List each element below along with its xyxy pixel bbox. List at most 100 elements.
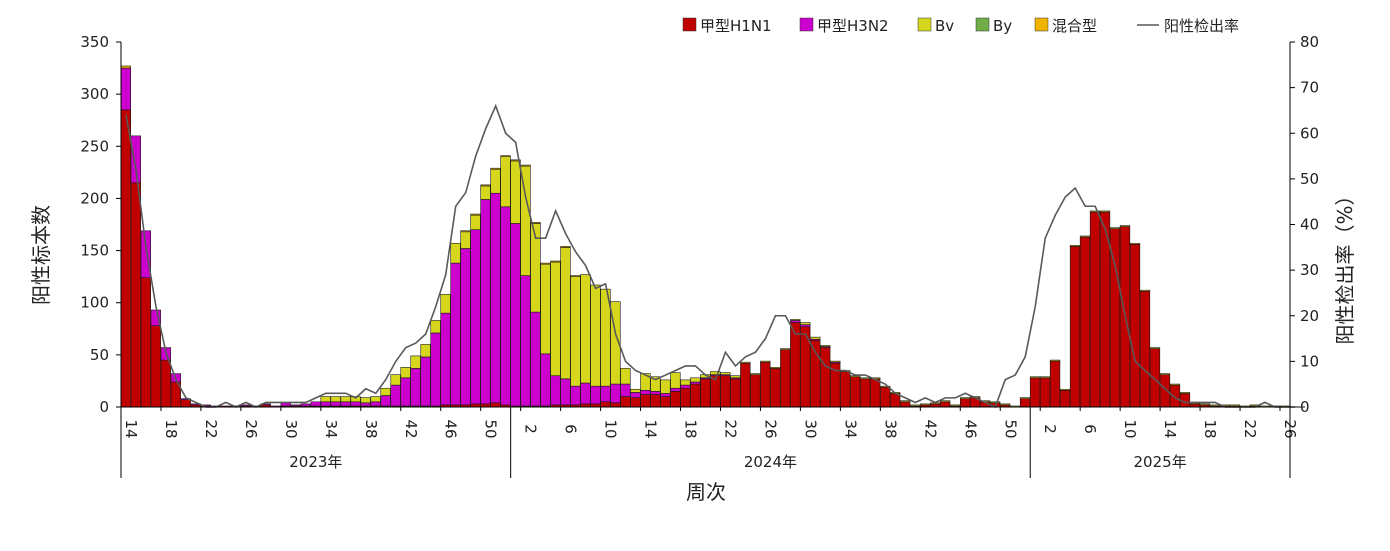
bar-segment [550,375,561,406]
bar-segment [120,67,131,111]
bar-segment [500,155,511,158]
bar-segment [480,199,491,405]
bar-segment [560,378,571,406]
bar-segment [350,401,361,407]
bar-segment [1069,246,1081,408]
bar-segment [680,379,691,386]
x-tick-label: 14 [642,419,660,438]
x-tick-label: 50 [1001,419,1019,438]
bar-segment [400,367,411,379]
x-tick-label: 18 [1201,419,1219,438]
bar-segment [360,402,371,407]
bar-segment [550,261,561,377]
bar-segment [630,397,641,408]
x-tick-label: 18 [162,419,180,438]
bar-segment [150,325,161,408]
bar-segment [630,392,641,398]
bar-segment [480,185,491,200]
bar-segment [640,394,651,408]
y2-tick-label: 50 [1300,170,1319,188]
bar-segment [370,396,381,403]
bar-segment [700,378,711,408]
bar-segment [240,404,251,407]
legend-swatch [682,17,697,32]
bar-segment [390,384,401,407]
x-tick-label: 6 [1081,424,1099,434]
bar-segment [470,214,481,231]
y2-tick-label: 30 [1300,261,1319,279]
x-tick-label: 22 [721,419,739,438]
bar-segment [500,156,511,208]
bar-segment [790,319,801,321]
bar-segment [150,309,161,326]
legend-label: 甲型H3N2 [817,17,889,35]
bar-segment [1059,388,1071,391]
y2-tick-label: 80 [1300,33,1319,51]
x-tick-label: 26 [242,419,260,438]
bar-segment [660,396,671,408]
bar-segment [910,404,921,407]
bar-segment [320,401,331,407]
bar-segment [470,229,481,405]
bar-segment [1209,404,1221,407]
bar-segment [989,401,1001,404]
bar-segment [600,385,611,403]
bar-segment [620,368,631,385]
bar-segment [959,398,971,408]
legend-label: 阳性检出率 [1164,17,1239,35]
bar-segment [120,109,131,408]
bar-segment [1079,235,1091,238]
legend-label: By [993,17,1012,35]
bar-segment [810,336,821,340]
bar-segment [620,396,631,408]
bar-segment [460,230,471,233]
bar-segment [959,397,971,399]
bar-segment [660,379,671,394]
bar-segment [420,344,431,358]
bar-segment [520,275,531,407]
year-label: 2025年 [1134,453,1187,471]
bar-segment [530,222,541,224]
x-tick-label: 42 [921,419,939,438]
y-tick-label: 350 [80,33,109,51]
positive-rate-line [125,103,1305,409]
legend: 甲型H1N1 甲型H3N2 Bv By 混合型 阳性检出率 [682,17,1239,35]
bar-segment [670,391,681,408]
bar-segment [410,368,421,407]
bar-segment [350,396,361,403]
bar-segment [550,260,561,263]
bar-segment [650,391,661,395]
bar-segment [840,371,851,408]
bar-segment [1159,373,1171,375]
x-tick-label: 6 [562,424,580,434]
bar-segment [1049,360,1061,408]
bar-segment [780,348,791,350]
bar-segment [1059,390,1071,408]
y-tick-label: 250 [80,137,109,155]
bar-segment [330,396,341,403]
bar-segment [939,401,951,408]
bar-segment [1049,359,1061,362]
bar-segment [760,361,771,408]
bar-segment [290,404,301,407]
bar-segment [1149,348,1161,408]
bar-segment [1019,397,1031,399]
bar-segment [740,361,751,364]
bar-segment [740,362,751,408]
x-tick-label: 46 [961,419,979,438]
x-tick-label: 46 [442,419,460,438]
bar-segment [810,339,821,408]
bar-segment [660,393,671,397]
x-tick-label: 50 [482,419,500,438]
bar-segment [1129,244,1141,408]
bar-segment [1139,290,1151,408]
x-tick-label: 30 [801,419,819,438]
bar-segment [490,167,501,170]
bar-segment [180,399,191,408]
bar-segment [1029,376,1041,379]
bar-segment [130,135,141,184]
bar-segment [1169,384,1181,408]
x-tick-label: 10 [602,419,620,438]
bar-segment [770,367,781,369]
